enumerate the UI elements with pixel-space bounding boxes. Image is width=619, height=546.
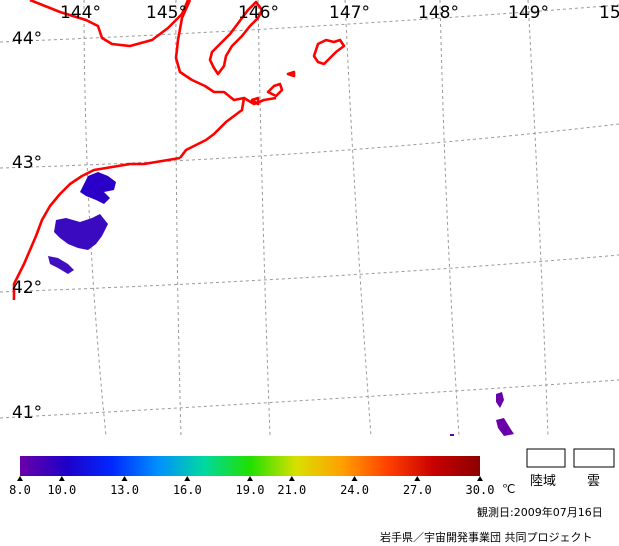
credit-line: 岩手県／宇宙開発事業団 共同プロジェクト: [380, 530, 593, 544]
meridian-147: [344, 0, 372, 437]
parallel-41: [0, 379, 619, 419]
lon-label-145: 145°: [146, 3, 187, 23]
colorbar-tick-8: [477, 476, 483, 481]
colorbar-tick-5: [288, 476, 295, 481]
colorbar-tick-1: [58, 476, 65, 481]
colorbar-strip: [20, 456, 480, 476]
colorbar-tick-2: [121, 476, 128, 481]
land-swatch: [526, 448, 566, 468]
colorbar: 8.0 10.0 13.0 16.0 19.0 21.0 24.0 27.0 30.0 ℃: [9, 456, 515, 497]
lat-label-44: 44°: [12, 29, 42, 49]
observation-date: 観測日:2009年07月16日: [477, 505, 603, 519]
sst-patch-offshore-a: [496, 392, 504, 408]
colorbar-ticklabel-6: 24.0: [340, 483, 369, 497]
lon-label-150: 15: [599, 3, 619, 23]
colorbar-ticklabel-5: 21.0: [277, 483, 306, 497]
lon-label-147: 147°: [329, 3, 370, 23]
meridian-149: [527, 0, 549, 437]
colorbar-tick-7: [414, 476, 421, 481]
colorbar-unit: ℃: [502, 482, 515, 496]
parallel-42: [0, 254, 619, 293]
colorbar-ticklabel-0: 8.0: [9, 483, 31, 497]
sst-patch-middle: [54, 214, 108, 250]
colorbar-tick-6: [351, 476, 358, 481]
sst-patch-south: [48, 256, 74, 274]
kunashir-island: [208, 0, 264, 76]
parallel-44: [0, 4, 619, 43]
lon-label-149: 149°: [508, 3, 549, 23]
lon-label-148: 148°: [418, 3, 459, 23]
sst-patch-offshore-b: [496, 418, 514, 436]
shikotan-island: [266, 82, 284, 98]
latitude-labels: 44° 43° 42° 41°: [12, 29, 42, 423]
sst-patch-offshore-c: [450, 434, 454, 436]
parallel-43: [0, 123, 619, 169]
colorbar-ticklabel-7: 27.0: [403, 483, 432, 497]
meridian-148: [439, 0, 460, 437]
graticule: [0, 0, 619, 437]
longitude-labels: 144° 145° 146° 147° 148° 149° 15: [60, 3, 619, 23]
colorbar-ticklabel-4: 19.0: [236, 483, 265, 497]
meridian-146: [257, 0, 271, 437]
land-label: 陸域: [530, 473, 556, 489]
land-cloud-legend: 陸域 雲: [526, 448, 615, 489]
coastline: [12, 0, 346, 300]
cloud-swatch: [573, 448, 615, 468]
lat-label-42: 42°: [12, 278, 42, 298]
lon-label-144: 144°: [60, 3, 101, 23]
hokkaido-pacific-coast: [12, 156, 181, 300]
lat-label-43: 43°: [12, 153, 42, 173]
shiretoko-peninsula: [174, 0, 246, 159]
colorbar-ticklabels: 8.0 10.0 13.0 16.0 19.0 21.0 24.0 27.0 30.0: [9, 483, 494, 497]
colorbar-ticklabel-2: 13.0: [110, 483, 139, 497]
habomai-islet-2: [286, 70, 296, 78]
hokkaido-north-coast: [29, 0, 190, 48]
sst-patch-north: [80, 172, 116, 204]
cloud-label: 雲: [587, 474, 600, 489]
colorbar-ticklabel-8: 30.0: [466, 483, 495, 497]
colorbar-tick-4: [247, 476, 253, 481]
lat-label-41: 41°: [12, 403, 42, 423]
iturup-island: [312, 38, 346, 66]
colorbar-tick-3: [184, 476, 191, 481]
lon-label-146: 146°: [238, 3, 279, 23]
meridian-144: [83, 0, 107, 437]
meridian-145: [175, 0, 182, 437]
sst-patches: [48, 172, 514, 436]
colorbar-ticklabel-3: 16.0: [173, 483, 202, 497]
colorbar-tick-0: [17, 476, 23, 481]
colorbar-tickmarks: [17, 476, 483, 481]
colorbar-ticklabel-1: 10.0: [47, 483, 76, 497]
habomai-islet: [250, 96, 260, 106]
